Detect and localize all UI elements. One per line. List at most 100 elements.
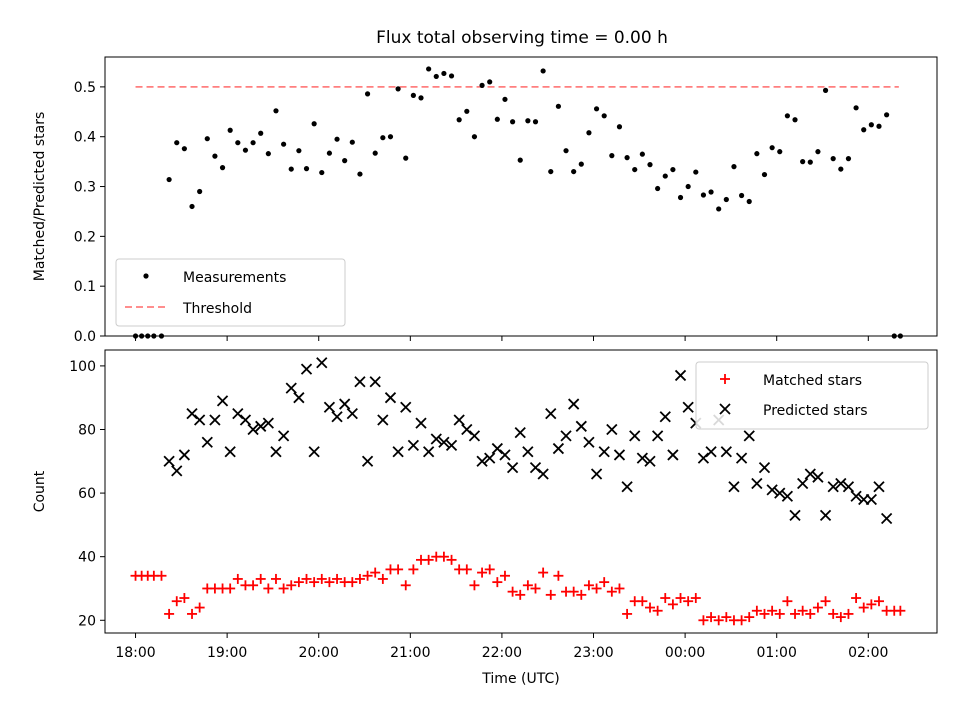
measurement-point [800,159,806,165]
measurement-point [685,183,691,190]
matched-point [606,586,617,597]
matched-point [622,608,633,619]
measurement-point [456,117,462,123]
matched-point [614,583,625,594]
predicted-point [476,455,488,467]
predicted-point [667,449,679,461]
measurement-point [517,157,523,163]
measurement-point [158,333,165,339]
matched-point [774,608,785,619]
measurement-point [700,192,707,198]
measurement-point [838,166,844,172]
measurement-point [410,92,416,98]
matched-point [644,602,655,613]
y-tick-label: 0.2 [74,229,96,245]
matched-point [423,554,434,565]
matched-point [400,580,411,591]
measurement-point [731,164,737,170]
x-axis-label: Time (UTC) [481,671,559,687]
measurement-point [502,96,508,102]
x-tick-label: 23:00 [573,645,613,661]
measurement-point [281,141,287,147]
predicted-point [285,382,297,394]
predicted-point [255,420,267,432]
matched-point [828,608,839,619]
matched-point [301,573,312,584]
predicted-point [171,465,183,477]
predicted-point [232,407,244,420]
measurement-point [441,70,447,77]
predicted-point [797,477,809,490]
predicted-point [629,430,641,442]
predicted-point [613,449,626,461]
predicted-point [186,407,198,420]
predicted-point [484,452,496,464]
predicted-point [308,446,320,458]
predicted-point [774,487,786,499]
predicted-point [506,462,519,474]
predicted-point [407,439,420,452]
matched-point [461,564,472,575]
predicted-point [323,401,336,413]
matched-point [895,605,906,616]
predicted-point [445,439,458,452]
measurement-point [525,118,531,124]
matched-point [713,615,724,626]
measurement-point [716,206,722,212]
measurement-point [227,127,233,133]
measurement-point [433,73,439,80]
predicted-point [316,357,328,369]
predicted-point [781,490,794,502]
predicted-point [636,452,649,464]
matched-point [408,564,419,575]
matched-point [797,605,808,616]
measurement-point [296,148,302,154]
predicted-point [499,449,511,461]
legend-label-threshold: Threshold [182,301,252,317]
matched-point [507,586,518,597]
measurement-point [479,82,485,88]
matched-point [599,577,610,588]
x-tick-label: 02:00 [848,645,888,661]
predicted-point [384,392,397,404]
legend-marker-predicted [719,403,731,415]
predicted-point [621,481,633,493]
predicted-point [522,446,534,458]
matched-point [293,577,304,588]
measurement-point [303,166,310,172]
predicted-point [438,436,450,448]
predicted-point [842,481,855,493]
measurement-point [197,188,203,195]
measurement-point [372,150,378,156]
measurement-point [426,66,432,72]
predicted-point [598,446,610,458]
measurement-point [746,198,752,205]
measurement-point [891,333,897,339]
predicted-point [453,414,465,426]
predicted-point [239,414,252,426]
predicted-point [468,430,481,442]
predicted-point [201,436,213,448]
predicted-point [537,468,549,480]
predicted-point [743,430,755,442]
predicted-point [682,401,694,413]
predicted-point [300,363,313,375]
measurement-point [616,124,623,130]
measurement-point [242,147,249,153]
measurement-point [845,156,852,162]
predicted-point [873,481,885,493]
matched-point [492,577,503,588]
matched-point [499,570,510,581]
predicted-point [361,455,374,467]
measurement-point [769,145,775,151]
matched-point [515,589,526,600]
measurement-point [204,136,210,142]
predicted-point [545,407,557,420]
matched-point [805,608,816,619]
predicted-point [163,455,175,467]
predicted-point [461,423,473,436]
matched-point [812,602,823,613]
measurement-point [609,153,615,159]
predicted-point [339,398,351,410]
predicted-point [819,509,832,521]
